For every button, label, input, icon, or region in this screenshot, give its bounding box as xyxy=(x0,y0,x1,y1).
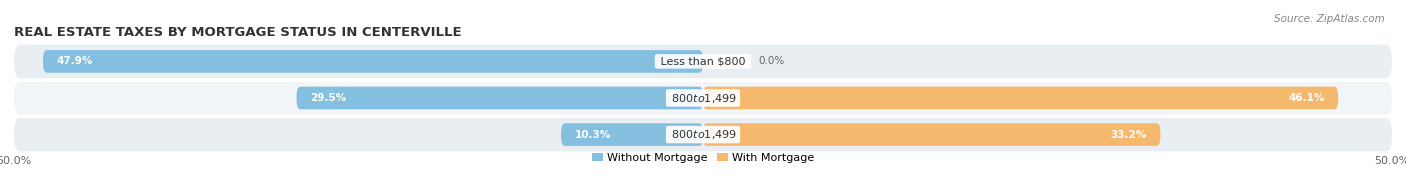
Text: Less than $800: Less than $800 xyxy=(657,56,749,66)
FancyBboxPatch shape xyxy=(703,123,1160,146)
Text: 29.5%: 29.5% xyxy=(311,93,346,103)
FancyBboxPatch shape xyxy=(561,123,703,146)
FancyBboxPatch shape xyxy=(14,44,1392,78)
Text: 47.9%: 47.9% xyxy=(56,56,93,66)
Text: 0.0%: 0.0% xyxy=(758,56,785,66)
Text: 33.2%: 33.2% xyxy=(1111,130,1147,140)
Text: $800 to $1,499: $800 to $1,499 xyxy=(668,92,738,104)
FancyBboxPatch shape xyxy=(297,87,703,109)
Legend: Without Mortgage, With Mortgage: Without Mortgage, With Mortgage xyxy=(588,148,818,167)
FancyBboxPatch shape xyxy=(14,118,1392,152)
Text: Source: ZipAtlas.com: Source: ZipAtlas.com xyxy=(1274,14,1385,24)
FancyBboxPatch shape xyxy=(14,81,1392,115)
FancyBboxPatch shape xyxy=(703,87,1339,109)
Text: $800 to $1,499: $800 to $1,499 xyxy=(668,128,738,141)
FancyBboxPatch shape xyxy=(44,50,703,73)
Text: REAL ESTATE TAXES BY MORTGAGE STATUS IN CENTERVILLE: REAL ESTATE TAXES BY MORTGAGE STATUS IN … xyxy=(14,26,461,39)
Text: 46.1%: 46.1% xyxy=(1288,93,1324,103)
Text: 10.3%: 10.3% xyxy=(575,130,612,140)
